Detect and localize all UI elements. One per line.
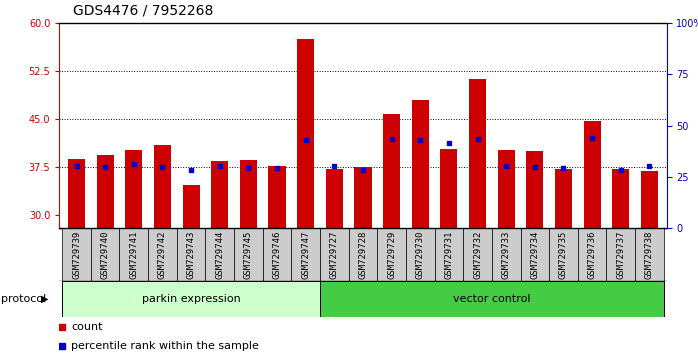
Bar <box>211 161 228 228</box>
Bar <box>262 228 291 281</box>
Bar <box>435 228 463 281</box>
Text: GSM729742: GSM729742 <box>158 231 167 279</box>
Text: GSM729737: GSM729737 <box>616 231 625 279</box>
Bar <box>492 228 521 281</box>
Bar <box>584 121 601 228</box>
Bar <box>96 155 114 228</box>
Bar <box>549 228 578 281</box>
Text: GSM729735: GSM729735 <box>559 231 568 279</box>
Bar <box>62 281 320 317</box>
Bar <box>526 152 544 228</box>
Bar <box>635 228 664 281</box>
Text: GSM729746: GSM729746 <box>272 231 281 279</box>
Bar <box>320 281 664 317</box>
Text: protocol: protocol <box>1 294 46 304</box>
Text: GSM729739: GSM729739 <box>72 231 81 279</box>
Bar <box>406 228 435 281</box>
Bar <box>240 160 257 228</box>
Bar <box>205 228 234 281</box>
Text: GSM729738: GSM729738 <box>645 231 654 279</box>
Bar <box>440 149 457 228</box>
Bar <box>91 228 119 281</box>
Bar <box>154 145 171 228</box>
Bar <box>521 228 549 281</box>
Text: parkin expression: parkin expression <box>142 294 241 304</box>
Bar <box>148 228 177 281</box>
Text: GSM729747: GSM729747 <box>301 231 310 279</box>
Text: count: count <box>71 322 103 332</box>
Bar <box>578 228 607 281</box>
Bar <box>182 185 200 228</box>
Bar <box>320 228 348 281</box>
Bar <box>62 228 91 281</box>
Bar <box>463 228 492 281</box>
Bar <box>498 150 514 228</box>
Text: GSM729732: GSM729732 <box>473 231 482 279</box>
Text: GDS4476 / 7952268: GDS4476 / 7952268 <box>73 4 214 18</box>
Bar <box>641 171 658 228</box>
Bar <box>125 150 142 228</box>
Text: GSM729745: GSM729745 <box>244 231 253 279</box>
Bar <box>555 169 572 228</box>
Text: GSM729736: GSM729736 <box>588 231 597 279</box>
Text: GSM729730: GSM729730 <box>416 231 425 279</box>
Bar <box>177 228 205 281</box>
Bar <box>119 228 148 281</box>
Text: vector control: vector control <box>453 294 530 304</box>
Bar <box>378 228 406 281</box>
Bar <box>607 228 635 281</box>
Text: ▶: ▶ <box>40 294 48 304</box>
Text: GSM729743: GSM729743 <box>186 231 195 279</box>
Text: GSM729727: GSM729727 <box>330 231 339 279</box>
Text: GSM729728: GSM729728 <box>359 231 367 279</box>
Bar <box>355 167 371 228</box>
Text: GSM729740: GSM729740 <box>101 231 110 279</box>
Text: GSM729729: GSM729729 <box>387 231 396 279</box>
Text: GSM729744: GSM729744 <box>215 231 224 279</box>
Bar <box>612 169 630 228</box>
Text: GSM729734: GSM729734 <box>530 231 540 279</box>
Bar <box>291 228 320 281</box>
Text: percentile rank within the sample: percentile rank within the sample <box>71 341 260 351</box>
Text: GSM729741: GSM729741 <box>129 231 138 279</box>
Text: GSM729733: GSM729733 <box>502 231 511 279</box>
Bar <box>383 114 400 228</box>
Bar <box>469 79 486 228</box>
Bar <box>297 39 314 228</box>
Bar <box>412 100 429 228</box>
Bar <box>269 166 285 228</box>
Bar <box>326 169 343 228</box>
Bar <box>234 228 262 281</box>
Bar <box>68 159 85 228</box>
Text: GSM729731: GSM729731 <box>445 231 454 279</box>
Bar <box>348 228 378 281</box>
